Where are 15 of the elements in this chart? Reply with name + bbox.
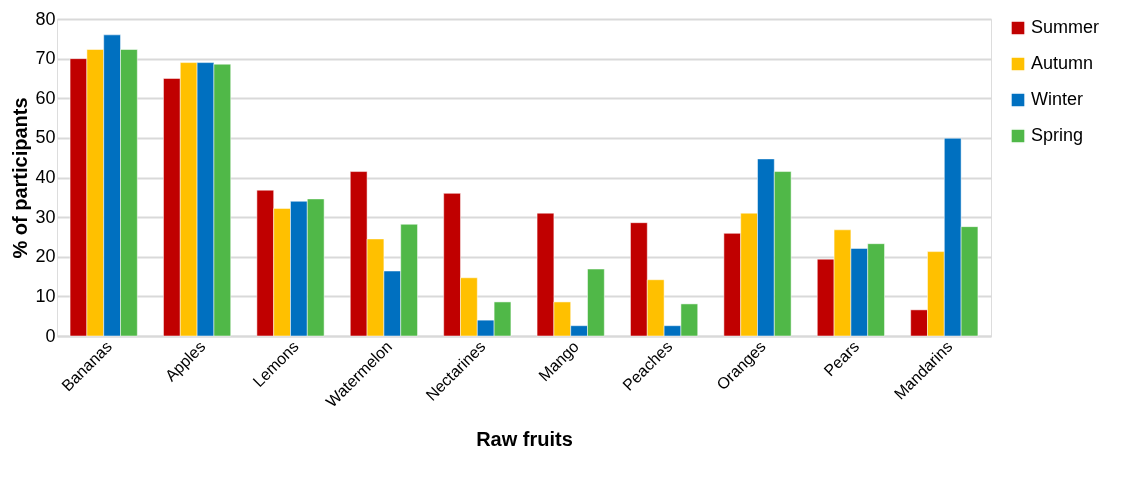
y-tick-label: 10 [35, 285, 56, 306]
y-tick-label: 20 [35, 246, 56, 267]
y-tick-label: 40 [35, 167, 56, 187]
legend-label: Spring [1031, 125, 1084, 145]
y-tick-label: 80 [35, 8, 56, 29]
y-tick-label: 60 [35, 87, 56, 108]
legend-label: Autumn [1031, 53, 1094, 73]
y-tick-label: 0 [45, 325, 56, 346]
y-tick-label: 30 [35, 206, 56, 227]
y-tick-label: 50 [35, 127, 56, 148]
y-axis-title: % of participants [9, 97, 32, 259]
y-tick-label: 70 [35, 48, 56, 69]
legend-label: Winter [1031, 89, 1084, 109]
x-axis-title: Raw fruits [476, 428, 573, 451]
legend-label: Summer [1031, 17, 1100, 37]
